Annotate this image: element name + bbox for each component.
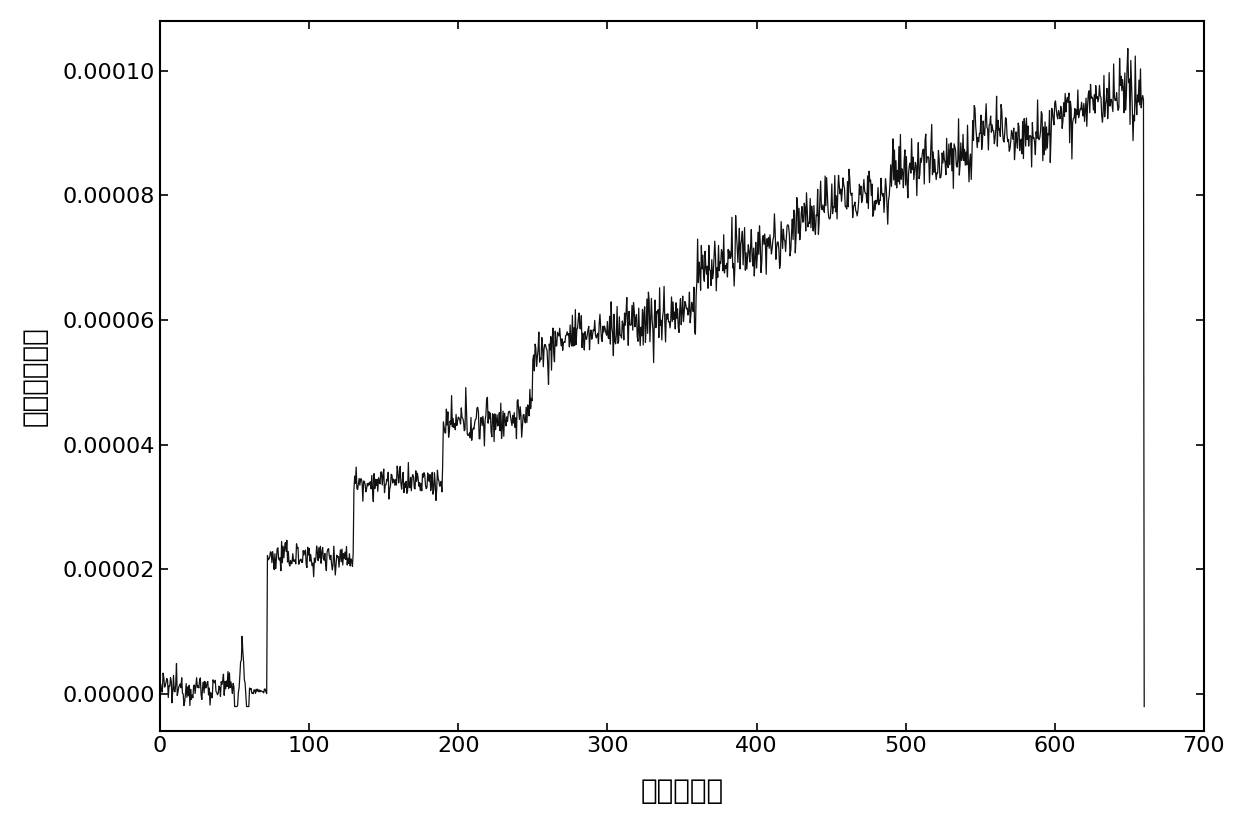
X-axis label: 时间（秒）: 时间（秒） <box>640 777 724 805</box>
Y-axis label: 电流（安培）: 电流（安培） <box>21 326 49 426</box>
